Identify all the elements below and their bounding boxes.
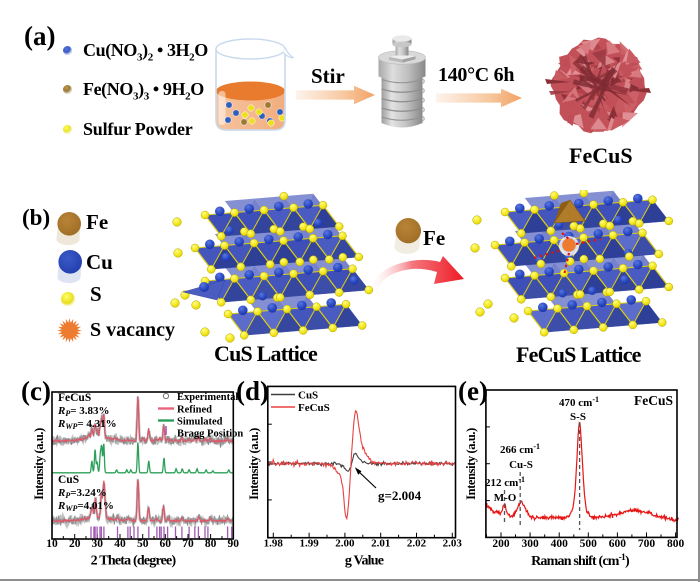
svg-text:2.01: 2.01 [371, 538, 390, 550]
svg-text:80: 80 [205, 538, 217, 550]
svg-text:700: 700 [638, 538, 656, 550]
svg-text:Simulated: Simulated [177, 417, 223, 428]
svg-text:2.00: 2.00 [335, 538, 355, 550]
svg-text:M-O: M-O [494, 492, 517, 504]
svg-text:266 cm-1: 266 cm-1 [500, 442, 540, 456]
svg-text:RP=3.24%: RP=3.24% [57, 487, 107, 500]
svg-text:Bragg Position: Bragg Position [177, 429, 243, 440]
svg-text:2.02: 2.02 [407, 538, 427, 550]
svg-text:Experimental: Experimental [177, 392, 238, 403]
svg-text:2 Theta (degree): 2 Theta (degree) [91, 554, 177, 569]
svg-text:30: 30 [92, 538, 104, 550]
svg-text:g Value: g Value [345, 554, 384, 569]
svg-text:400: 400 [551, 538, 569, 550]
svg-text:Intensity (a.u.): Intensity (a.u.) [32, 428, 46, 500]
svg-text:Intensity (a.u.): Intensity (a.u.) [464, 428, 478, 500]
svg-text:RWP=4.01%: RWP=4.01% [57, 500, 114, 513]
svg-text:FeCuS: FeCuS [634, 393, 673, 408]
svg-text:70: 70 [182, 538, 194, 550]
svg-text:10: 10 [46, 538, 58, 550]
svg-text:CuS: CuS [298, 390, 318, 402]
svg-text:200: 200 [492, 538, 510, 550]
svg-text:800: 800 [667, 538, 685, 550]
svg-text:Cu-S: Cu-S [509, 459, 533, 471]
svg-text:600: 600 [609, 538, 627, 550]
svg-text:FeCuS: FeCuS [298, 402, 330, 414]
svg-text:Refined: Refined [177, 405, 212, 416]
svg-text:RWP= 4.31%: RWP= 4.31% [57, 418, 117, 431]
svg-text:470 cm-1: 470 cm-1 [559, 395, 599, 409]
svg-text:g=2.004: g=2.004 [378, 488, 422, 503]
svg-text:20: 20 [69, 538, 81, 550]
svg-text:40: 40 [114, 538, 126, 550]
svg-text:CuS: CuS [58, 474, 79, 486]
svg-text:Raman shift (cm-1): Raman shift (cm-1) [531, 553, 630, 569]
svg-text:2.03: 2.03 [443, 538, 463, 550]
svg-text:1.98: 1.98 [264, 538, 284, 550]
svg-text:FeCuS: FeCuS [58, 392, 91, 404]
svg-text:212 cm-1: 212 cm-1 [485, 475, 525, 489]
svg-text:RP= 3.83%: RP= 3.83% [57, 405, 110, 418]
svg-text:1.99: 1.99 [299, 538, 319, 550]
svg-text:60: 60 [160, 538, 172, 550]
svg-text:Intensity (a.u.): Intensity (a.u.) [247, 428, 261, 500]
svg-text:500: 500 [580, 538, 598, 550]
svg-text:300: 300 [521, 538, 539, 550]
svg-text:90: 90 [228, 538, 240, 550]
svg-text:50: 50 [137, 538, 149, 550]
svg-text:S-S: S-S [570, 411, 586, 423]
